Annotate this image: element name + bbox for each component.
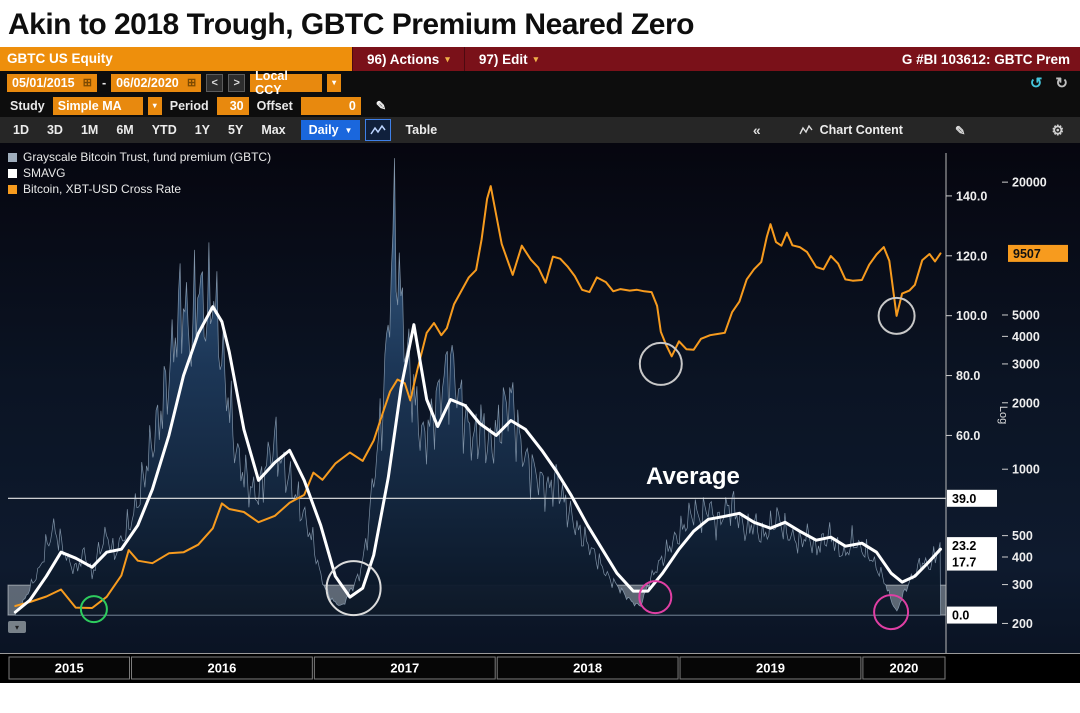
chart-canvas: 140.0 120.0 100.0 80.0 60.0 39.0 23.2 17.7 0.0 20… [0, 153, 1080, 683]
zigzag-icon [798, 124, 813, 134]
svg-text:2000: 2000 [1012, 396, 1040, 410]
svg-text:300: 300 [1012, 578, 1033, 592]
chart-legend: Grayscale Bitcoin Trust, fund premium (G… [8, 149, 271, 197]
title-bar: GBTC US Equity 96) Actions ▾ 97) Edit ▾ … [0, 47, 1080, 71]
date-separator: - [102, 75, 107, 90]
svg-text:400: 400 [1012, 551, 1033, 565]
end-date-value: 06/02/2020 [116, 75, 179, 90]
page: Akin to 2018 Trough, GBTC Premium Neared… [0, 8, 1080, 683]
frequency-label: Daily [308, 123, 339, 137]
legend-swatch-smavg [8, 168, 17, 178]
range-6m-button[interactable]: 6M [116, 123, 134, 137]
range-5y-button[interactable]: 5Y [228, 123, 244, 137]
legend-item-smavg[interactable]: SMAVG [8, 165, 271, 181]
study-dropdown-icon[interactable]: ▾ [147, 96, 162, 115]
range-1y-button[interactable]: 1Y [194, 123, 211, 137]
range-1d-button[interactable]: 1D [13, 123, 29, 137]
svg-text:60.0: 60.0 [956, 429, 980, 443]
table-button[interactable]: Table [405, 123, 438, 137]
redo-icon[interactable]: ↻ [1055, 74, 1068, 92]
svg-text:1000: 1000 [1012, 463, 1040, 477]
range-1m-button[interactable]: 1M [80, 123, 99, 137]
svg-text:2016: 2016 [207, 661, 236, 676]
svg-text:100.0: 100.0 [956, 309, 987, 323]
calendar-icon: ⊞ [186, 77, 197, 89]
range-ytd-button[interactable]: YTD [151, 123, 177, 137]
svg-text:3000: 3000 [1012, 357, 1040, 371]
edit-menu-label: 97) Edit [478, 51, 528, 67]
svg-text:2019: 2019 [756, 661, 785, 676]
svg-text:500: 500 [1012, 529, 1033, 543]
svg-text:200: 200 [1012, 617, 1033, 631]
svg-text:2017: 2017 [390, 661, 419, 676]
svg-text:0.0: 0.0 [952, 609, 969, 623]
legend-swatch-premium [8, 152, 17, 162]
legend-item-btc[interactable]: Bitcoin, XBT-USD Cross Rate [8, 181, 271, 197]
currency-select[interactable]: Local CCY [250, 69, 323, 97]
svg-text:120.0: 120.0 [956, 249, 987, 263]
start-date-value: 05/01/2015 [12, 75, 75, 90]
legend-label: SMAVG [23, 166, 66, 180]
range-row: 05/01/2015 ⊞ - 06/02/2020 ⊞ < > Local CC… [0, 69, 1080, 97]
chart-options-icon[interactable]: ▾ [8, 621, 26, 633]
legend-label: Bitcoin, XBT-USD Cross Rate [23, 182, 182, 196]
actions-menu-label: 96) Actions [367, 51, 440, 67]
study-select[interactable]: Simple MA [52, 96, 143, 115]
chart-area: 140.0 120.0 100.0 80.0 60.0 39.0 23.2 17.7 0.0 20… [0, 143, 1080, 683]
range-3d-button[interactable]: 3D [46, 123, 63, 137]
average-annotation: Average [646, 463, 740, 490]
legend-swatch-btc [8, 184, 17, 194]
svg-text:20000: 20000 [1012, 176, 1047, 190]
gear-icon[interactable]: ⚙ [1051, 121, 1064, 138]
svg-text:2015: 2015 [55, 661, 84, 676]
chart-toolbar: 1D 3D 1M 6M YTD 1Y 5Y Max Daily ▼ Table … [0, 117, 1080, 143]
svg-text:23.2: 23.2 [952, 539, 976, 553]
collapse-panel-icon[interactable]: « [752, 122, 761, 138]
offset-input[interactable]: 0 [300, 96, 361, 115]
svg-text:4000: 4000 [1012, 330, 1040, 344]
svg-text:140.0: 140.0 [956, 189, 987, 203]
legend-label: Grayscale Bitcoin Trust, fund premium (G… [23, 150, 272, 164]
function-title: G #BI 103612: GBTC Prem [901, 51, 1070, 67]
page-title: Akin to 2018 Trough, GBTC Premium Neared… [8, 8, 695, 41]
currency-dropdown-icon[interactable]: ▾ [327, 73, 342, 92]
range-max-button[interactable]: Max [261, 123, 286, 137]
end-date-field[interactable]: 06/02/2020 ⊞ [111, 73, 202, 92]
edit-menu[interactable]: 97) Edit ▾ [463, 47, 552, 71]
line-chart-icon[interactable] [365, 119, 392, 141]
prev-period-button[interactable]: < [206, 73, 224, 92]
chevron-down-icon: ▾ [445, 53, 450, 64]
svg-text:39.0: 39.0 [952, 492, 976, 506]
svg-text:80.0: 80.0 [956, 369, 980, 383]
chart-content-label: Chart Content [819, 123, 903, 137]
bloomberg-terminal: GBTC US Equity 96) Actions ▾ 97) Edit ▾ … [0, 47, 1080, 683]
svg-text:2020: 2020 [889, 661, 918, 676]
actions-menu[interactable]: 96) Actions ▾ [352, 47, 464, 71]
svg-text:2018: 2018 [573, 661, 602, 676]
calendar-icon: ⊞ [82, 77, 92, 89]
undo-icon[interactable]: ↺ [1029, 74, 1043, 92]
svg-text:Log: Log [997, 406, 1009, 424]
pencil-icon[interactable]: ✎ [375, 99, 387, 113]
chart-content-button[interactable]: Chart Content [798, 123, 903, 137]
period-input[interactable]: 30 [216, 96, 249, 115]
legend-item-premium[interactable]: Grayscale Bitcoin Trust, fund premium (G… [8, 149, 271, 165]
svg-text:17.7: 17.7 [952, 556, 976, 570]
chevron-down-icon: ▾ [533, 53, 539, 64]
study-row: Study Simple MA ▾ Period 30 Offset 0 ✎ [0, 94, 1080, 117]
period-label: Period [169, 98, 209, 113]
offset-label: Offset [256, 98, 293, 113]
start-date-field[interactable]: 05/01/2015 ⊞ [7, 73, 97, 92]
study-label: Study [10, 98, 45, 113]
chevron-down-icon: ▼ [344, 125, 353, 135]
svg-text:9507: 9507 [1013, 247, 1041, 261]
next-period-button[interactable]: > [228, 73, 246, 92]
svg-text:5000: 5000 [1012, 308, 1040, 322]
annotate-icon[interactable]: ✎ [954, 123, 966, 138]
frequency-select[interactable]: Daily ▼ [300, 120, 361, 140]
security-field[interactable]: GBTC US Equity [0, 47, 352, 71]
